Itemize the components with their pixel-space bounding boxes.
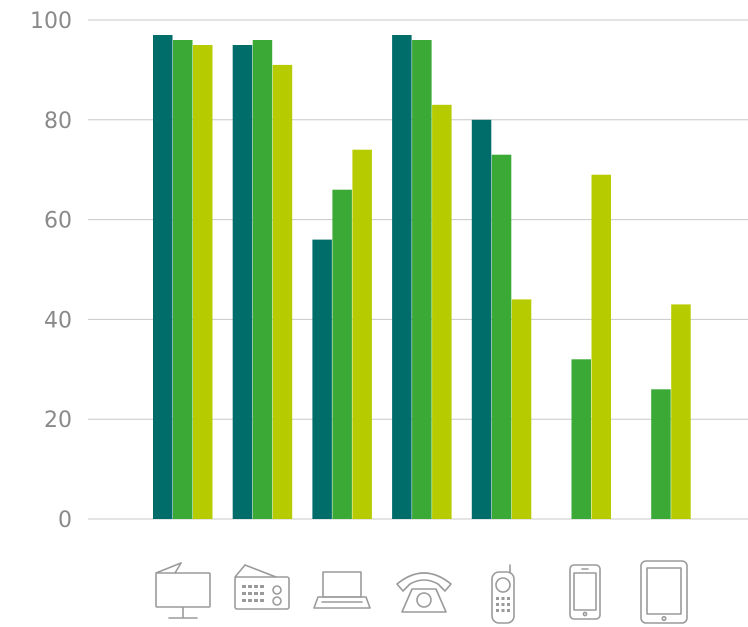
bar-telephone-series-1 <box>392 35 412 519</box>
bar-tablet-series-2 <box>651 389 671 519</box>
bar-laptop-series-1 <box>312 239 332 519</box>
bar-tv-series-2 <box>173 40 193 519</box>
smartphone-icon <box>569 564 601 620</box>
mobile-phone-icon <box>491 564 515 624</box>
bar-radio-series-2 <box>252 40 273 519</box>
bar-telephone-series-2 <box>412 40 432 519</box>
bar-tv-series-1 <box>153 35 173 519</box>
y-tick-label: 20 <box>44 408 72 433</box>
tablet-icon <box>640 560 688 624</box>
bar-smartphone-series-2 <box>571 359 591 519</box>
bar-tv-series-3 <box>193 45 213 519</box>
y-tick-label: 100 <box>30 9 72 34</box>
telephone-icon <box>396 572 452 613</box>
bar-radio-series-3 <box>272 64 293 520</box>
y-tick-label: 80 <box>44 109 72 134</box>
radio-icon <box>234 564 290 610</box>
tv-icon <box>155 562 211 619</box>
bar-laptop-series-3 <box>352 149 372 519</box>
bar-mobile-phone-series-2 <box>491 154 512 519</box>
bar-laptop-series-2 <box>332 189 352 519</box>
bars <box>153 35 691 520</box>
category-icons <box>155 560 688 624</box>
bar-mobile-phone-series-1 <box>471 119 492 520</box>
bar-mobile-phone-series-3 <box>511 299 532 519</box>
bar-tablet-series-3 <box>671 304 691 519</box>
bar-radio-series-1 <box>232 45 253 519</box>
bar-smartphone-series-3 <box>591 174 611 519</box>
y-tick-label: 0 <box>58 508 72 533</box>
y-tick-label: 40 <box>44 308 72 333</box>
laptop-icon <box>313 571 371 609</box>
bar-telephone-series-3 <box>432 104 452 520</box>
y-axis-ticks: 0 20 40 60 80 100 <box>30 9 72 533</box>
y-tick-label: 60 <box>44 209 72 234</box>
